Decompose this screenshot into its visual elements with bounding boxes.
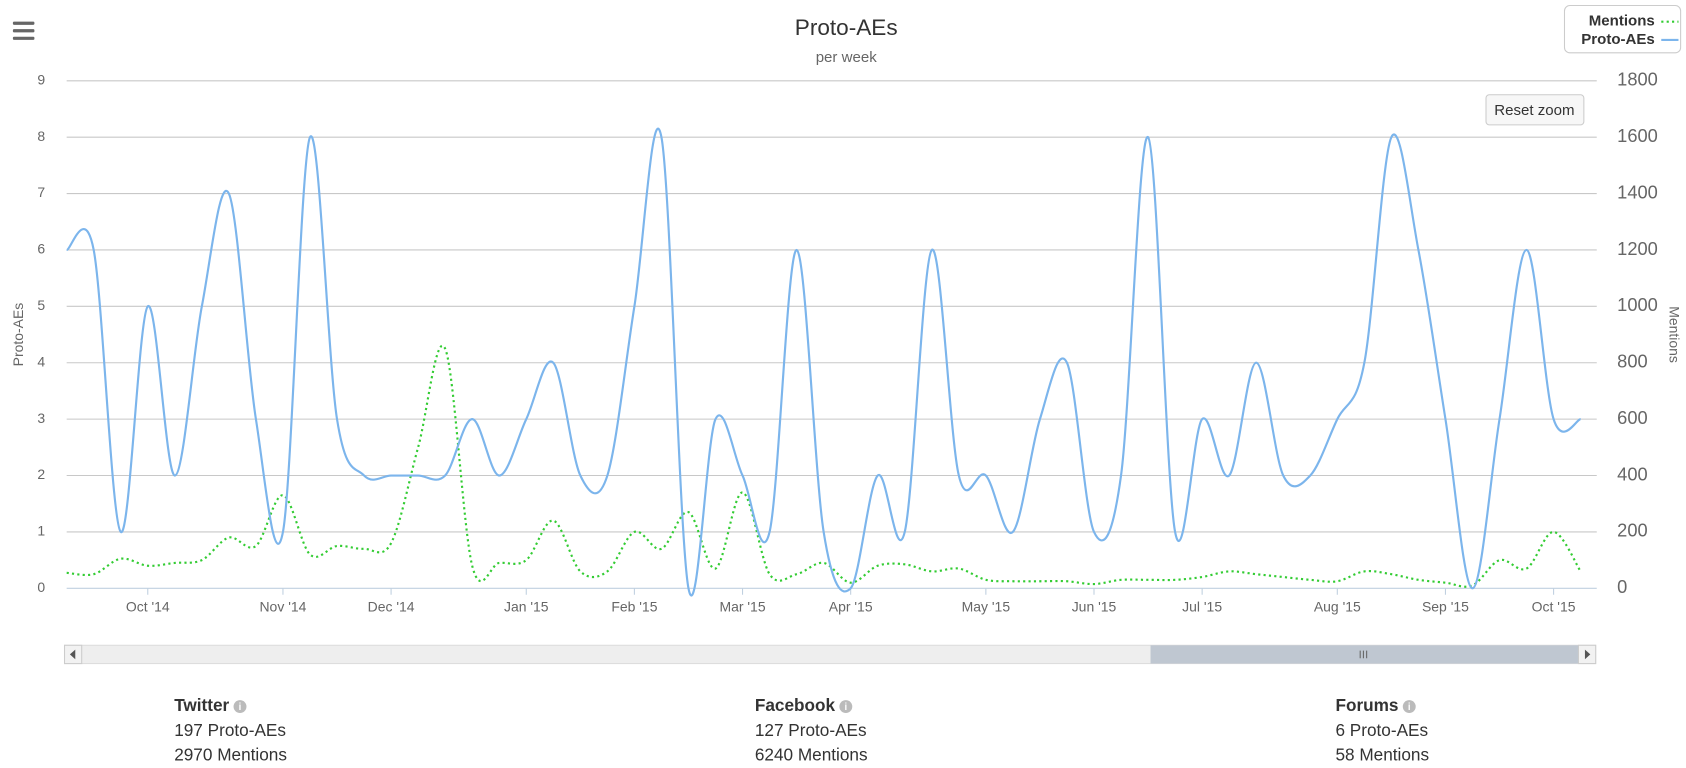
y2-tick-label: 1400 bbox=[1617, 181, 1658, 202]
button-label: Reset zoom bbox=[1494, 102, 1574, 119]
x-tick-label: Jan '15 bbox=[504, 598, 549, 614]
grip-icon bbox=[1359, 650, 1368, 659]
info-glyph: i bbox=[1408, 702, 1411, 713]
legend-label: Proto-AEs bbox=[1581, 31, 1655, 48]
y2-tick-label: 800 bbox=[1617, 351, 1647, 372]
arrow-icon bbox=[69, 649, 76, 660]
y2-tick-label: 1800 bbox=[1617, 69, 1658, 90]
y2-axis-title: Mentions bbox=[1666, 306, 1682, 363]
stat-line: 2970 Mentions bbox=[174, 745, 287, 765]
y2-tick-label: 200 bbox=[1617, 520, 1647, 541]
x-tick-label: Sep '15 bbox=[1422, 598, 1469, 614]
y-tick-label: 3 bbox=[37, 410, 45, 426]
legend-box bbox=[1563, 4, 1682, 54]
info-icon bbox=[233, 700, 247, 714]
y-tick-label: 6 bbox=[37, 241, 45, 257]
x-tick-label: May '15 bbox=[962, 598, 1011, 614]
x-tick-label: Mar '15 bbox=[719, 598, 765, 614]
stat-line: 6 Proto-AEs bbox=[1335, 720, 1428, 740]
x-tick-label: Nov '14 bbox=[259, 598, 306, 614]
info-icon bbox=[839, 700, 853, 714]
y-tick-label: 1 bbox=[37, 523, 45, 539]
chart-subtitle: per week bbox=[816, 49, 878, 66]
y2-tick-label: 400 bbox=[1617, 463, 1647, 484]
x-tick-label: Jun '15 bbox=[1072, 598, 1117, 614]
y-tick-label: 7 bbox=[37, 184, 45, 200]
y2-tick-label: 600 bbox=[1617, 407, 1647, 428]
menu-button[interactable] bbox=[12, 21, 35, 40]
stat-source: Facebook bbox=[755, 695, 836, 715]
arrow-icon bbox=[1584, 649, 1591, 660]
x-tick-label: Feb '15 bbox=[611, 598, 657, 614]
y2-tick-label: 0 bbox=[1617, 576, 1627, 597]
y2-tick-label: 1200 bbox=[1617, 238, 1658, 259]
y-tick-label: 4 bbox=[37, 353, 45, 369]
info-glyph: i bbox=[239, 702, 242, 713]
series-line bbox=[66, 127, 1582, 597]
stat-source: Forums bbox=[1335, 695, 1398, 715]
y2-tick-label: 1600 bbox=[1617, 125, 1658, 146]
reset-zoom-button[interactable]: Reset zoom bbox=[1485, 94, 1585, 126]
legend-label: Mentions bbox=[1589, 13, 1655, 30]
y-tick-label: 2 bbox=[37, 466, 45, 482]
y-tick-label: 5 bbox=[37, 297, 45, 313]
y-axis-title: Proto-AEs bbox=[10, 303, 26, 367]
y-tick-label: 0 bbox=[37, 579, 45, 595]
stat-line: 127 Proto-AEs bbox=[755, 720, 867, 740]
y-tick-label: 9 bbox=[37, 71, 45, 87]
stat-line: 197 Proto-AEs bbox=[174, 720, 286, 740]
x-tick-label: Jul '15 bbox=[1182, 598, 1222, 614]
info-icon bbox=[1402, 700, 1416, 714]
x-tick-label: Aug '15 bbox=[1314, 598, 1361, 614]
scrollbar[interactable] bbox=[63, 644, 1597, 665]
menu-bar bbox=[12, 29, 35, 33]
x-tick-label: Oct '15 bbox=[1532, 598, 1576, 614]
y2-tick-label: 1000 bbox=[1617, 294, 1658, 315]
x-tick-label: Dec '14 bbox=[368, 598, 415, 614]
menu-bar bbox=[12, 21, 35, 25]
x-tick-label: Apr '15 bbox=[829, 598, 873, 614]
stat-source: Twitter bbox=[174, 695, 229, 715]
info-glyph: i bbox=[844, 702, 847, 713]
stat-line: 58 Mentions bbox=[1335, 745, 1429, 765]
y-tick-label: 8 bbox=[37, 128, 45, 144]
button-frame bbox=[1485, 94, 1585, 126]
chart-title: Proto-AEs bbox=[795, 15, 898, 40]
x-tick-label: Oct '14 bbox=[126, 598, 170, 614]
menu-bar bbox=[12, 36, 35, 40]
stat-line: 6240 Mentions bbox=[755, 745, 868, 765]
scrollbar-thumb bbox=[1150, 645, 1579, 664]
